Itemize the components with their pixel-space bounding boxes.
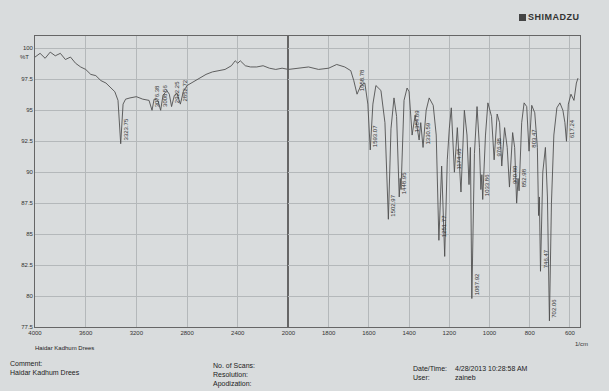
svg-text:4000: 4000 (28, 330, 42, 336)
html-text:Haidar Kadhum Drees: Haidar Kadhum Drees (10, 369, 80, 376)
svg-text:600: 600 (565, 330, 576, 336)
svg-text:2000: 2000 (282, 330, 296, 336)
svg-text:3200: 3200 (130, 330, 144, 336)
svg-text:803.47: 803.47 (531, 129, 537, 148)
svg-text:746.47: 746.47 (543, 249, 549, 268)
svg-text:1600: 1600 (362, 330, 376, 336)
svg-text:3008.56: 3008.56 (162, 85, 168, 107)
svg-text:1502.97: 1502.97 (390, 194, 396, 216)
html-text:Date/Time:: Date/Time: (413, 365, 447, 372)
svg-text:82.5: 82.5 (21, 262, 33, 268)
svg-text:900.80: 900.80 (512, 165, 518, 184)
svg-text:976.98: 976.98 (496, 137, 502, 156)
html-text:Resolution:: Resolution: (213, 371, 248, 378)
svg-text:852.98: 852.98 (521, 168, 527, 187)
html-text:Comment:: Comment: (10, 360, 43, 367)
svg-text:1251.77: 1251.77 (441, 215, 447, 237)
html-text:No. of Scans:: No. of Scans: (213, 362, 255, 369)
svg-text:97.5: 97.5 (21, 76, 33, 82)
html-text:Haidar Kadhum Drees: Haidar Kadhum Drees (35, 345, 95, 351)
html-text:zaineb: zaineb (455, 374, 476, 381)
svg-text:2852.72: 2852.72 (182, 79, 188, 101)
svg-text:87.5: 87.5 (21, 200, 33, 206)
svg-text:1800: 1800 (322, 330, 336, 336)
svg-text:800: 800 (525, 330, 536, 336)
svg-text:1330.59: 1330.59 (425, 122, 431, 144)
svg-text:77.5: 77.5 (21, 324, 33, 330)
html-text:SHIMADZU: SHIMADZU (528, 12, 580, 22)
svg-text:617.24: 617.24 (569, 119, 575, 138)
svg-text:92.5: 92.5 (21, 138, 33, 144)
svg-text:1448.95: 1448.95 (401, 172, 407, 194)
html-text:Apodization:: Apodization: (213, 380, 252, 387)
html-text:4/28/2013 10:28:58 AM: 4/28/2013 10:28:58 AM (455, 365, 528, 372)
svg-text:1384.89: 1384.89 (414, 110, 420, 132)
svg-text:90: 90 (26, 169, 33, 175)
svg-text:2922.25: 2922.25 (174, 81, 180, 103)
svg-text:3323.75: 3323.75 (123, 118, 129, 140)
svg-text:1200: 1200 (443, 330, 457, 336)
svg-text:80: 80 (26, 293, 33, 299)
svg-text:95: 95 (26, 107, 33, 113)
svg-text:1593.07: 1593.07 (372, 125, 378, 147)
svg-text:85: 85 (26, 231, 33, 237)
svg-text:100: 100 (23, 45, 34, 51)
svg-text:3076.38: 3076.38 (154, 85, 160, 107)
svg-text:1087.92: 1087.92 (474, 273, 480, 295)
svg-text:1174.65: 1174.65 (456, 148, 462, 170)
html-text:User:: User: (413, 374, 430, 381)
svg-text:2800: 2800 (180, 330, 194, 336)
svg-text:2400: 2400 (231, 330, 245, 336)
svg-text:1/cm: 1/cm (575, 341, 588, 347)
svg-text:1000: 1000 (483, 330, 497, 336)
svg-text:%T: %T (20, 54, 29, 60)
svg-text:1658.78: 1658.78 (359, 69, 365, 91)
svg-text:1400: 1400 (402, 330, 416, 336)
svg-text:3600: 3600 (79, 330, 93, 336)
svg-text:1033.86: 1033.86 (484, 174, 490, 196)
svg-text:702.06: 702.06 (551, 299, 557, 318)
